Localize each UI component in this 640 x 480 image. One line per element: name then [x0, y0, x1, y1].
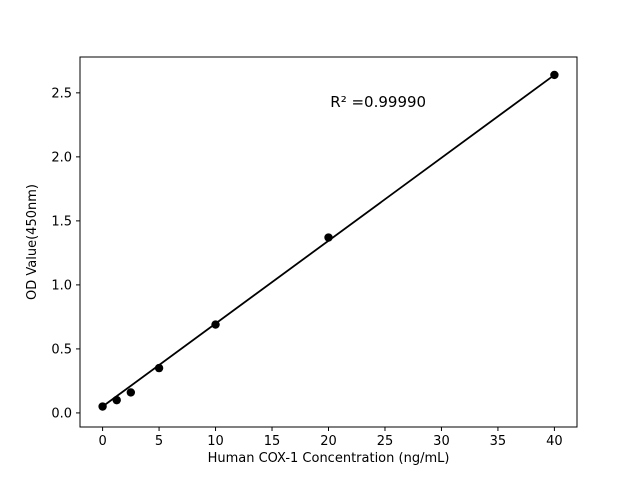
x-tick-label: 15 [264, 434, 281, 449]
x-tick-label: 5 [155, 434, 163, 449]
r-squared-annotation: R² =0.99990 [330, 93, 426, 111]
x-tick-label: 30 [433, 434, 450, 449]
data-point [324, 233, 333, 242]
data-point [126, 388, 136, 397]
data-point [154, 363, 164, 373]
y-tick-label: 0.0 [51, 406, 72, 421]
x-tick-label: 10 [207, 434, 224, 449]
y-tick-label: 1.0 [51, 278, 72, 293]
y-axis-label: OD Value(450nm) [25, 184, 40, 300]
data-point [98, 402, 107, 411]
x-axis-label: Human COX-1 Concentration (ng/mL) [208, 451, 450, 466]
data-point [211, 320, 220, 329]
x-tick-label: 25 [377, 434, 394, 449]
y-tick-label: 1.5 [51, 214, 72, 229]
x-tick-label: 20 [320, 434, 337, 449]
x-tick-label: 0 [98, 434, 106, 449]
x-tick-label: 40 [546, 434, 563, 449]
data-point [112, 395, 121, 405]
y-tick-label: 2.5 [51, 86, 72, 101]
x-tick-label: 35 [490, 434, 507, 449]
y-tick-label: 2.0 [51, 150, 72, 165]
data-point [550, 70, 559, 80]
y-tick-label: 0.5 [51, 342, 72, 357]
